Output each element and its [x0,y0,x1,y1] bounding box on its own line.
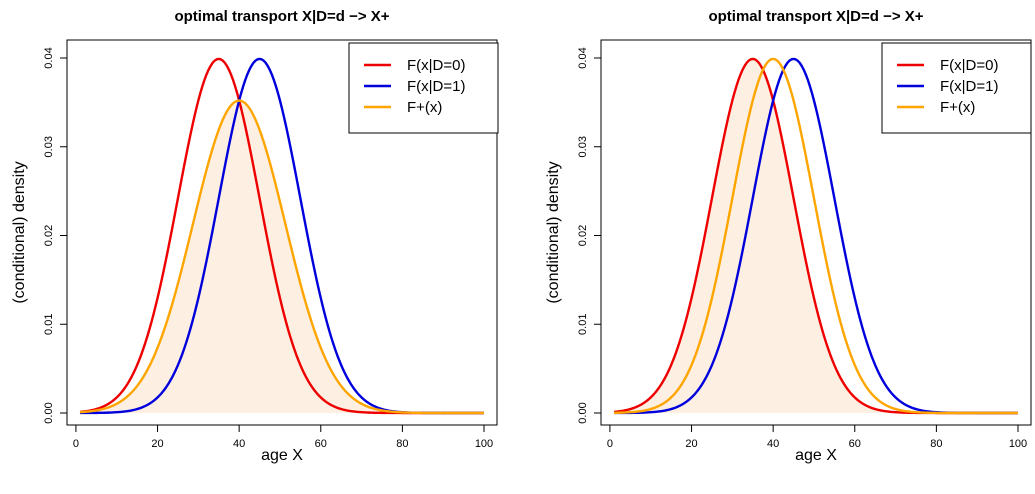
legend: F(x|D=0) F(x|D=1) F+(x) [881,42,1032,134]
legend-label-3: F+(x) [940,99,975,116]
x-tick-label: 60 [849,438,861,450]
y-tick-label: 0.01 [577,314,589,335]
y-tick-label: 0.04 [43,47,55,68]
x-tick-label: 0 [73,438,79,450]
x-axis-title: age X [795,447,837,464]
legend-label-2: F(x|D=1) [407,78,465,95]
x-tick-label: 60 [315,438,327,450]
x-tick-label: 100 [475,438,493,450]
x-tick-label: 100 [1009,438,1027,450]
legend-label-1: F(x|D=0) [940,57,998,74]
legend-label-3: F+(x) [407,99,442,116]
y-tick-label: 0.00 [43,402,55,423]
legend: F(x|D=0) F(x|D=1) F+(x) [348,42,499,134]
x-tick-label: 40 [767,438,779,450]
x-tick-label: 0 [607,438,613,450]
chart-title: optimal transport X|D=d −> X+ [708,8,923,25]
y-tick-label: 0.01 [43,314,55,335]
series-line-3 [613,57,1018,415]
x-axis-title: age X [261,447,303,464]
y-tick-label: 0.03 [43,136,55,157]
y-tick-label: 0.03 [577,136,589,157]
density-fill-area [80,100,484,413]
chart-panel-1: optimal transport X|D=d −> X+ 0 20 40 60 80 10… [11,8,499,464]
chart-panel-2: optimal transport X|D=d −> X+ 0 20 40 60 80 10… [545,8,1032,464]
y-tick-label: 0.00 [577,402,589,423]
x-tick-label: 80 [930,438,942,450]
y-axis-title: (conditional) density [11,161,28,303]
x-tick-label: 20 [151,438,163,450]
y-tick-label: 0.04 [577,47,589,68]
legend-label-1: F(x|D=0) [407,57,465,74]
density-fill-area [614,58,1018,413]
chart-title: optimal transport X|D=d −> X+ [174,8,389,25]
series-line-3 [79,99,484,415]
y-tick-label: 0.02 [577,225,589,246]
legend-box [881,42,1032,134]
x-tick-label: 20 [685,438,697,450]
legend-box [348,42,499,134]
x-tick-label: 80 [396,438,408,450]
y-tick-label: 0.02 [43,225,55,246]
x-tick-label: 40 [233,438,245,450]
y-axis-title: (conditional) density [545,161,562,303]
legend-label-2: F(x|D=1) [940,78,998,95]
